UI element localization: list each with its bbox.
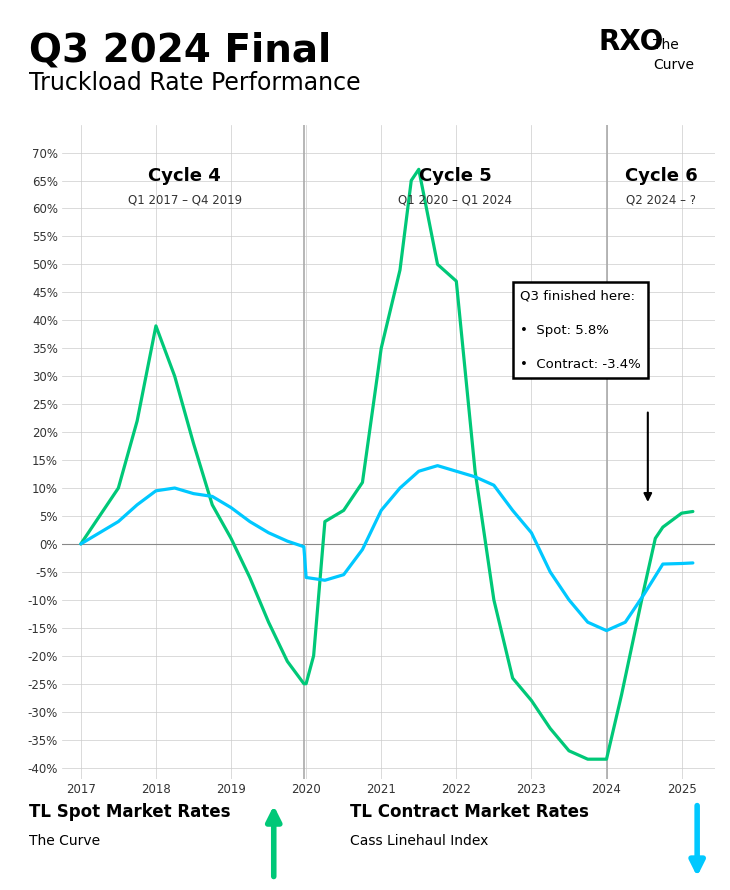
- Text: The: The: [653, 38, 679, 53]
- Text: TL Contract Market Rates: TL Contract Market Rates: [350, 803, 589, 821]
- Text: Cycle 5: Cycle 5: [419, 167, 491, 185]
- Text: RXO: RXO: [599, 28, 664, 56]
- Text: Q1 2017 – Q4 2019: Q1 2017 – Q4 2019: [128, 193, 242, 206]
- Text: Cass Linehaul Index: Cass Linehaul Index: [350, 834, 489, 848]
- Text: The Curve: The Curve: [29, 834, 100, 848]
- Text: Q3 finished here:

•  Spot: 5.8%

•  Contract: -3.4%: Q3 finished here: • Spot: 5.8% • Contrac…: [520, 289, 641, 370]
- Text: Cycle 6: Cycle 6: [625, 167, 697, 185]
- Text: Curve: Curve: [653, 58, 694, 72]
- Text: Q1 2020 – Q1 2024: Q1 2020 – Q1 2024: [398, 193, 512, 206]
- Text: Truckload Rate Performance: Truckload Rate Performance: [29, 71, 361, 95]
- Text: TL Spot Market Rates: TL Spot Market Rates: [29, 803, 231, 821]
- Text: Q3 2024 Final: Q3 2024 Final: [29, 31, 331, 69]
- Text: Cycle 4: Cycle 4: [148, 167, 221, 185]
- Text: Q2 2024 – ?: Q2 2024 – ?: [626, 193, 696, 206]
